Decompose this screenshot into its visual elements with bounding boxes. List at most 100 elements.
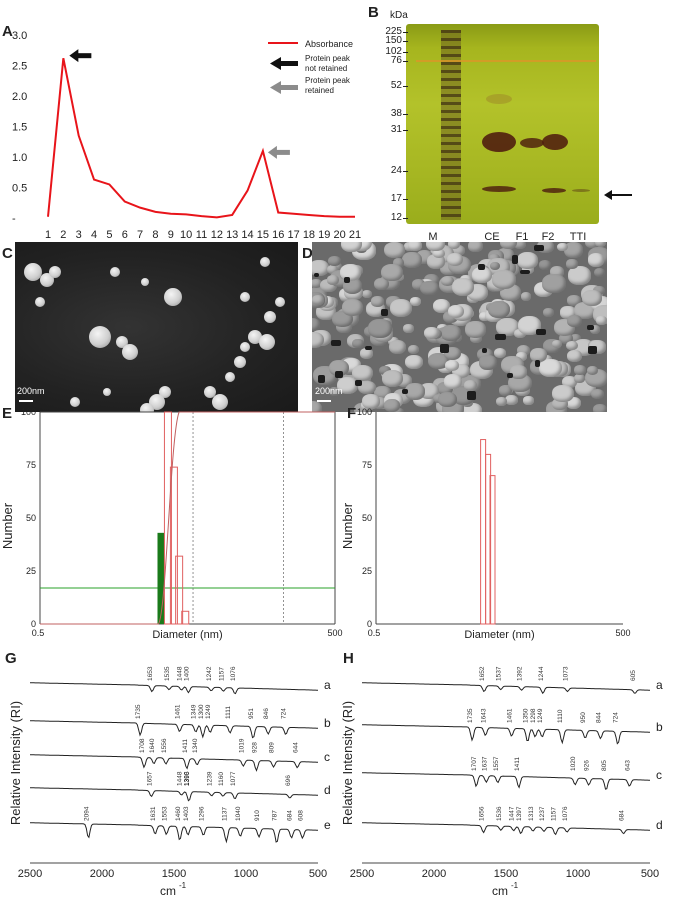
x-tick-label: 17	[287, 229, 299, 241]
pore	[314, 273, 320, 278]
legend-black-label-2: not retained	[305, 64, 347, 73]
peak-label: 1073	[562, 666, 569, 681]
peak-label: 644	[292, 742, 299, 753]
peak-label: 724	[613, 712, 620, 723]
grain	[328, 255, 341, 266]
nanoparticle	[122, 344, 138, 360]
x-axis-title: Diameter (nm)	[464, 629, 534, 641]
peak-label: 1296	[198, 806, 205, 821]
y-tick-label: -	[12, 213, 16, 225]
nanoparticle	[141, 278, 149, 286]
band-f2-17	[542, 188, 566, 193]
peak-label: 1652	[479, 666, 486, 681]
peak-label: 1631	[150, 806, 157, 821]
grain	[559, 333, 574, 345]
grain	[585, 242, 600, 249]
x-tick-label: 21	[349, 229, 361, 241]
x-tick-label: 500	[309, 868, 327, 880]
grain	[446, 253, 464, 267]
pore	[330, 339, 341, 346]
grain	[392, 258, 405, 268]
peak-label: 724	[281, 708, 288, 719]
peak-label: 1537	[496, 666, 503, 681]
arrow-head	[69, 49, 79, 63]
grain	[589, 325, 601, 334]
band-ce-faint	[486, 94, 512, 104]
peak-label: 1239	[207, 771, 214, 786]
marker-label: 17	[390, 193, 402, 204]
peak-label: 951	[248, 708, 255, 719]
peak-label: 1653	[147, 666, 154, 681]
marker-tick	[403, 32, 408, 33]
peak-label: 2094	[83, 806, 90, 821]
peak-label: 1637	[481, 756, 488, 771]
grain	[420, 280, 439, 296]
grain	[451, 386, 476, 406]
peak-label: 1111	[225, 706, 232, 719]
grain	[361, 289, 373, 298]
gel-image	[406, 24, 599, 224]
chart-h: 2500 2000 1500 1000 500 cm -1 Relative Intensit…	[340, 666, 663, 895]
chart-f: 100 75 50 25 00.5 500 Diameter (nm) Number	[340, 407, 631, 641]
pore	[586, 324, 594, 330]
peak-label: 1735	[135, 704, 142, 719]
nanoparticle	[240, 342, 250, 352]
marker-tick	[403, 114, 408, 115]
peak-label: 1298	[530, 708, 537, 723]
peak-label: 1397	[516, 806, 523, 821]
peak-label: 1237	[539, 806, 546, 821]
grain	[514, 328, 526, 338]
grain	[542, 274, 566, 293]
y-tick-label: 25	[26, 566, 36, 576]
x-tick-label: 2	[60, 229, 66, 241]
lane-label: CE	[484, 231, 500, 243]
pore	[344, 277, 350, 283]
peak-label: 1157	[218, 667, 225, 681]
kda-label: kDa	[390, 10, 408, 21]
grain	[405, 383, 426, 400]
x-tick-label: 12	[211, 229, 223, 241]
grain	[551, 339, 563, 349]
grain	[513, 242, 526, 250]
peak-label: 1300	[198, 704, 205, 719]
histogram-bar	[489, 475, 496, 625]
grain	[574, 301, 596, 320]
spectrum-e	[30, 822, 318, 844]
peak-label: 1244	[538, 666, 545, 681]
pore	[401, 388, 408, 394]
peak-label: 950	[580, 712, 587, 723]
grain	[567, 350, 583, 363]
x-min-label: 0.5	[32, 628, 45, 638]
grain	[407, 242, 422, 251]
marker-label: 31	[390, 124, 402, 135]
marker-label: 38	[390, 108, 402, 119]
pore	[534, 244, 544, 251]
marker-label: 150	[385, 35, 402, 46]
grain	[557, 243, 568, 252]
sem-image-c: 200nm	[15, 242, 298, 412]
panel-label-d: D	[302, 245, 313, 262]
nanoparticle	[110, 267, 120, 277]
x-tick-label: 2500	[18, 868, 42, 880]
marker-label: 52	[390, 80, 402, 91]
peak-label: 1447	[509, 806, 516, 821]
grain	[328, 360, 350, 377]
peak-label: 1076	[562, 806, 569, 821]
grain	[595, 242, 607, 248]
peak-label: 1707	[471, 756, 478, 771]
lane-label: TTI	[569, 231, 587, 243]
pore	[380, 308, 388, 317]
peak-arrow-grey-icon	[267, 145, 290, 159]
peak-label: 1137	[221, 807, 228, 821]
scale-label-d: 200nm	[315, 386, 343, 396]
cumulative-line	[40, 411, 335, 625]
panel-label-e: E	[2, 405, 13, 422]
grain	[441, 325, 461, 341]
nanoparticle	[140, 403, 154, 412]
x-tick-label: 8	[152, 229, 158, 241]
y-axis-title: Number	[340, 502, 355, 549]
pore	[587, 346, 597, 354]
grain	[327, 264, 339, 274]
grain	[423, 327, 439, 340]
x-axis-title-exponent: -1	[179, 881, 187, 890]
